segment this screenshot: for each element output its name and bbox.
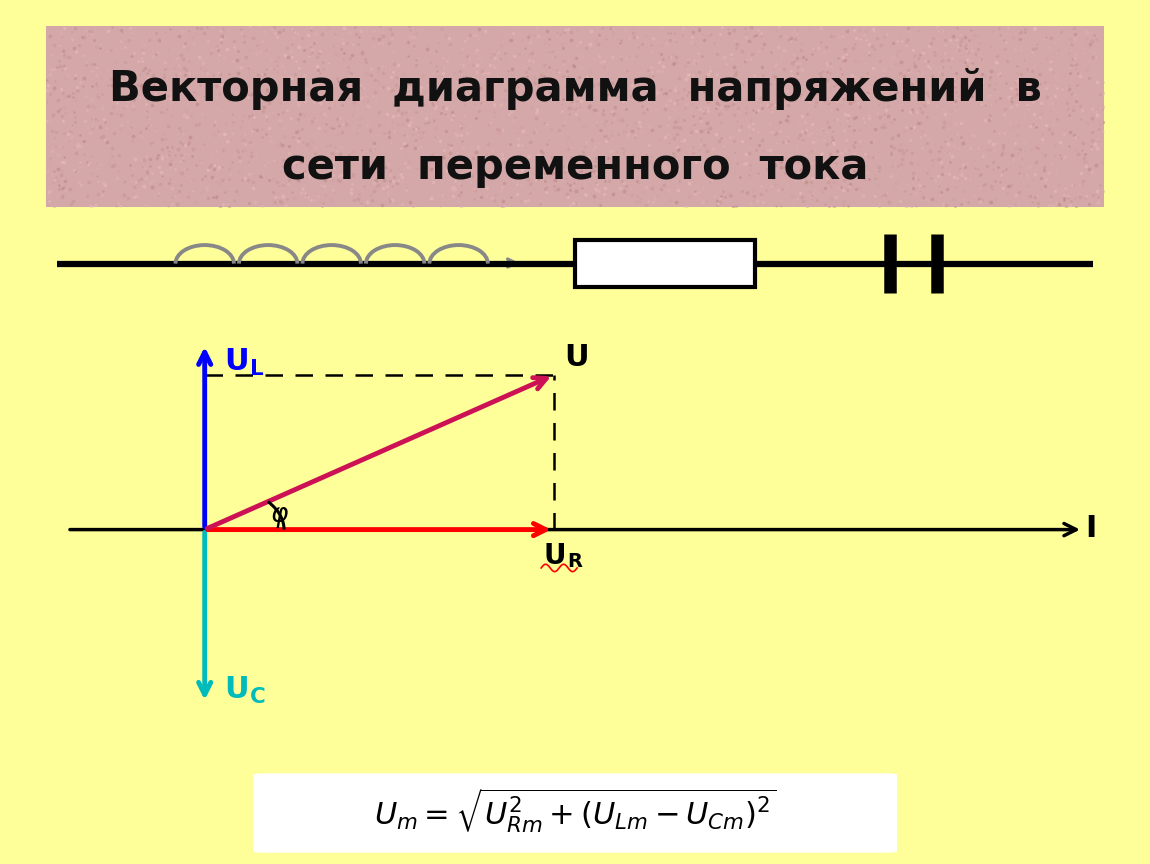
- Text: $\varphi$: $\varphi$: [270, 505, 290, 530]
- Text: $\mathbf{U_L}$: $\mathbf{U_L}$: [224, 347, 263, 378]
- Text: $\mathbf{_R}$: $\mathbf{_R}$: [567, 543, 583, 570]
- Text: Векторная  диаграмма  напряжений  в: Векторная диаграмма напряжений в: [108, 68, 1042, 111]
- Text: $\mathbf{U}$: $\mathbf{U}$: [543, 542, 566, 569]
- Text: $\mathbf{U}$: $\mathbf{U}$: [565, 343, 589, 372]
- Bar: [575, 240, 754, 287]
- Text: $U_m = \sqrt{U_{Rm}^2 + (U_{Lm} - U_{Cm})^2}$: $U_m = \sqrt{U_{Rm}^2 + (U_{Lm} - U_{Cm}…: [374, 786, 776, 835]
- Text: $\mathbf{I}$: $\mathbf{I}$: [1084, 514, 1096, 543]
- Text: $\mathbf{U_C}$: $\mathbf{U_C}$: [224, 675, 266, 706]
- FancyBboxPatch shape: [253, 773, 897, 853]
- Text: сети  переменного  тока: сети переменного тока: [282, 146, 868, 188]
